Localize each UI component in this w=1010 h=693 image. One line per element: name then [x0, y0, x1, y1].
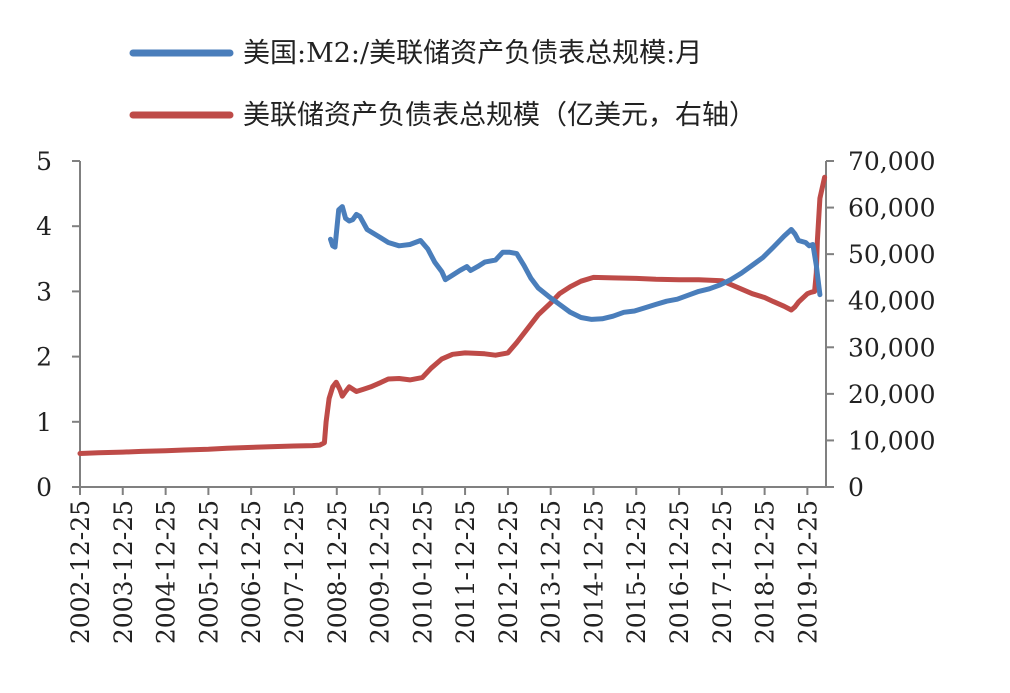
x-tick-label: 2005-12-25 — [194, 500, 223, 644]
series-line-m2-ratio — [328, 204, 823, 322]
right-y-tick-label: 0 — [848, 473, 864, 502]
x-tick-label: 2004-12-25 — [152, 500, 181, 644]
x-tick-label: 2015-12-25 — [622, 500, 651, 644]
x-tick-label: 2013-12-25 — [537, 500, 566, 644]
x-tick-label: 2012-12-25 — [494, 500, 523, 644]
x-tick-label: 2006-12-25 — [237, 500, 266, 644]
left-y-tick-label: 3 — [36, 277, 52, 306]
right-y-tick-label: 50,000 — [848, 240, 935, 269]
x-tick-label: 2018-12-25 — [751, 500, 780, 644]
x-tick-label: 2002-12-25 — [66, 500, 95, 644]
x-tick-label: 2011-12-25 — [451, 500, 480, 644]
legend: 美国:M2:/美联储资产负债表总规模:月 美联储资产负债表总规模（亿美元，右轴） — [129, 38, 756, 131]
right-y-tick-label: 40,000 — [848, 287, 935, 316]
series-layer — [77, 174, 828, 456]
right-y-tick-label: 60,000 — [848, 194, 935, 223]
x-ticks: 2002-12-25 2003-12-25 2004-12-25 2005-12-25… — [66, 487, 822, 644]
x-tick-label: 2016-12-25 — [665, 500, 694, 644]
x-tick-label: 2014-12-25 — [579, 500, 608, 644]
left-y-ticks: 0 1 2 3 4 5 — [36, 147, 80, 502]
right-y-tick-label: 30,000 — [848, 333, 935, 362]
left-y-tick-label: 2 — [36, 343, 52, 372]
legend-label-m2-ratio: 美国:M2:/美联储资产负债表总规模:月 — [243, 38, 702, 69]
x-tick-label: 2008-12-25 — [323, 500, 352, 644]
right-y-ticks: 0 10,000 20,000 30,000 40,000 50,000 60,000 70,… — [826, 147, 935, 502]
right-y-tick-label: 10,000 — [848, 426, 935, 455]
x-tick-label: 2010-12-25 — [408, 500, 437, 644]
x-tick-label: 2017-12-25 — [708, 500, 737, 644]
x-tick-label: 2007-12-25 — [280, 500, 309, 644]
x-tick-label: 2003-12-25 — [109, 500, 138, 644]
left-y-tick-label: 5 — [36, 147, 52, 176]
legend-label-fed-assets: 美联储资产负债表总规模（亿美元，右轴） — [243, 100, 756, 131]
left-y-tick-label: 4 — [36, 212, 52, 241]
left-y-tick-label: 1 — [36, 408, 52, 437]
series-line-fed-assets — [77, 174, 828, 456]
x-tick-label: 2019-12-25 — [793, 500, 822, 644]
right-y-tick-label: 20,000 — [848, 380, 935, 409]
right-y-tick-label: 70,000 — [848, 147, 935, 176]
x-tick-label: 2009-12-25 — [366, 500, 395, 644]
left-y-tick-label: 0 — [36, 473, 52, 502]
